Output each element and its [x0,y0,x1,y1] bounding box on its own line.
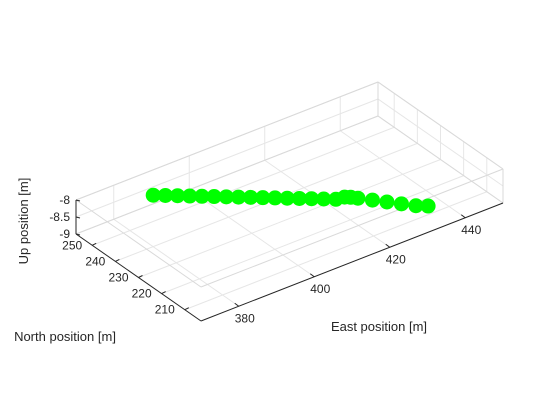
y-tick-mark [184,307,190,311]
box-edge [75,199,202,288]
axes-box [75,199,504,322]
y-tick-label: 220 [132,287,152,301]
box-edge [200,168,504,288]
box-edge [377,115,504,204]
y-tick-label: 230 [108,271,128,285]
z-tick-label: -9 [59,227,70,241]
x-tick-label: 420 [386,252,406,266]
y-tick-mark [161,291,166,295]
data-point [393,196,409,212]
y-tick-label: 210 [155,303,175,317]
y-tick-mark [138,275,143,278]
x-tick-mark [460,214,466,219]
y-tick-label: 250 [62,238,82,252]
grid-line [75,98,379,218]
data-point [350,190,366,206]
z-axis-label: Up position [m] [16,178,31,265]
data-point [316,191,332,207]
x-axis-label: East position [m] [331,319,427,334]
data-point [157,187,173,203]
x-tick-mark [309,273,315,278]
data-point [170,188,186,204]
y-tick-mark [115,258,120,262]
z-tick-mark [75,233,81,236]
data-point [379,194,395,210]
data-point [420,198,436,214]
data-point [291,190,307,206]
data-point [194,188,210,204]
grid [75,81,504,311]
y-tick-label: 240 [85,254,105,268]
x-axis-line [200,202,504,322]
y-tick-mark [91,242,97,246]
box-edge [75,81,379,201]
data-point [230,189,246,205]
z-tick-label: -8 [59,193,70,207]
x-tick-mark [385,243,391,248]
data-point [364,192,380,208]
data-point [408,198,424,214]
data-point [206,189,222,205]
grid-line [92,126,395,246]
z-tick-label: -8.5 [49,210,70,224]
data-point [267,190,283,206]
data-points [145,187,436,214]
data-point [145,187,161,203]
z-tick-mark [75,199,81,202]
data-point [304,191,320,207]
grid-line [184,191,487,311]
data-point [243,189,259,205]
box-edge [377,81,504,170]
grid-line [161,175,464,295]
data-point [182,188,198,204]
data-point [255,190,271,206]
x-tick-label: 440 [461,223,481,237]
x-tick-mark [234,302,240,307]
grid-line [138,159,441,278]
x-tick-label: 400 [310,282,330,296]
box-edge [75,115,379,235]
data-point [218,189,234,205]
z-tick-mark [75,216,81,219]
data-point [279,190,295,206]
x-tick-label: 380 [235,311,255,325]
grid-line [377,98,504,187]
y-axis-label: North position [m] [14,329,116,344]
